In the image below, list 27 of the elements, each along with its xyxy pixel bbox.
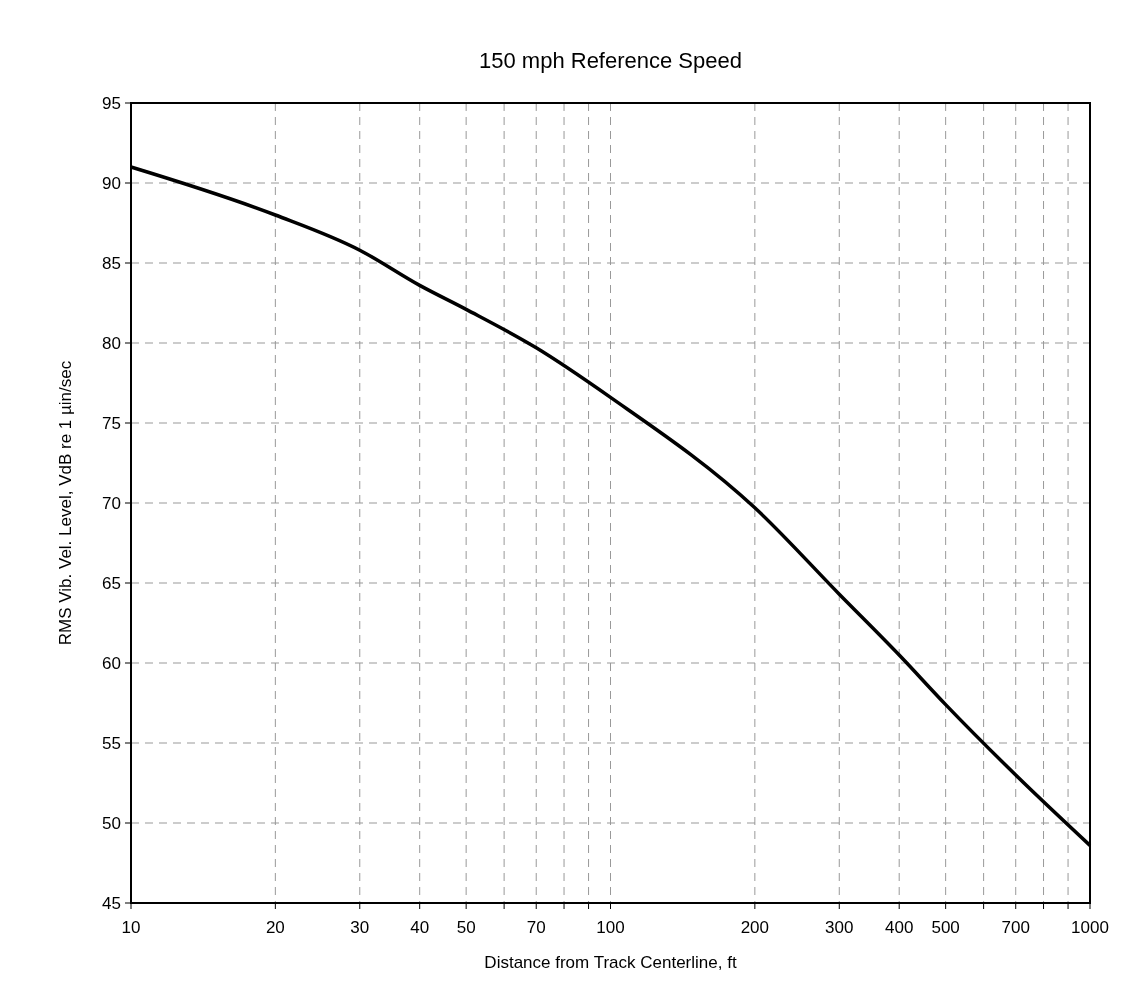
- x-tick-label: 40: [410, 918, 430, 937]
- x-tick-label: 300: [825, 918, 854, 937]
- x-tick-label: 20: [265, 918, 285, 937]
- y-tick-label: 75: [102, 413, 121, 433]
- x-tick-label: 30: [350, 918, 370, 937]
- x-tick-label: 200: [740, 918, 770, 937]
- y-tick-label: 95: [102, 93, 121, 113]
- y-tick-label: 60: [102, 653, 121, 673]
- x-tick-label: 400: [885, 918, 914, 937]
- y-tick-label: 45: [102, 893, 121, 913]
- x-axis-title: Distance from Track Centerline, ft: [484, 953, 737, 972]
- y-tick-label: 85: [102, 253, 121, 273]
- y-tick-label: 50: [102, 813, 121, 833]
- y-tick-label: 80: [102, 333, 121, 353]
- x-tick-label: 50: [456, 918, 476, 937]
- y-tick-label: 90: [102, 173, 121, 193]
- y-tick-label: 70: [102, 493, 121, 513]
- y-tick-label: 65: [102, 573, 121, 593]
- y-tick-label: 55: [102, 733, 121, 753]
- x-tick-label: 500: [931, 918, 960, 937]
- x-tick-label: 70: [526, 918, 546, 937]
- x-tick-label: 1000: [1071, 918, 1109, 937]
- x-tick-label: 10: [121, 918, 141, 937]
- y-axis-title: RMS Vib. Vel. Level, VdB re 1 µin/sec: [56, 360, 75, 646]
- x-tick-label: 700: [1001, 918, 1030, 937]
- x-tick-label: 100: [596, 918, 625, 937]
- chart-title: 150 mph Reference Speed: [479, 48, 742, 73]
